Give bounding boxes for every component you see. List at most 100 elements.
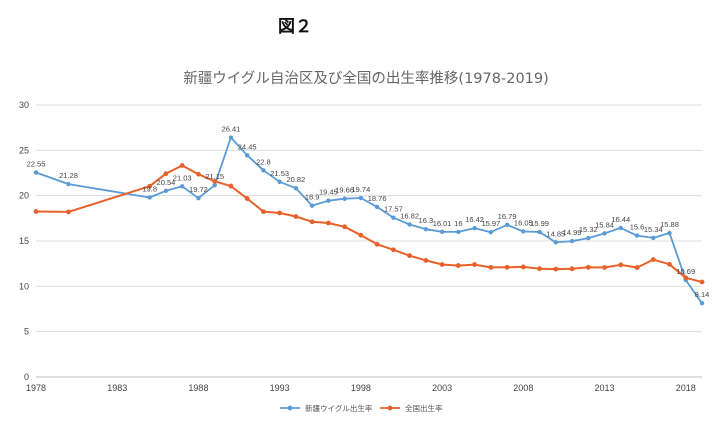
data-point-s1 — [309, 203, 315, 208]
data-point-s1 — [602, 231, 607, 236]
data-point-s1 — [407, 222, 412, 227]
data-label: 22.55 — [27, 160, 46, 169]
data-label: 15.32 — [579, 225, 598, 234]
data-label: 18.9 — [305, 193, 320, 202]
data-point-s2 — [634, 265, 640, 270]
x-tick-label: 1988 — [188, 383, 208, 393]
data-point-s1 — [456, 229, 461, 235]
y-axis-ticks: 0 5 10 15 20 25 30 — [19, 100, 29, 382]
data-point-s1 — [488, 230, 494, 235]
data-label: 21.53 — [270, 169, 289, 178]
data-point-s2 — [163, 171, 169, 177]
data-label: 10.69 — [676, 267, 695, 276]
data-label: 16.42 — [465, 215, 484, 224]
data-point-s2 — [358, 232, 364, 238]
data-label: 15.97 — [481, 219, 500, 228]
data-label: 16.05 — [514, 218, 533, 227]
data-point-s1 — [667, 230, 672, 236]
data-point-s2 — [585, 264, 591, 270]
data-point-s1 — [504, 222, 510, 227]
data-label: 14.99 — [563, 228, 582, 237]
legend: 新疆ウイグル出生率 全国出生率 — [280, 403, 443, 413]
data-point-s2 — [667, 261, 672, 267]
data-point-s1 — [293, 186, 299, 191]
data-label: 14.85 — [546, 229, 565, 238]
data-point-s2 — [602, 265, 607, 270]
y-tick-label: 25 — [19, 145, 29, 155]
data-point-s1 — [244, 153, 250, 158]
data-point-s2 — [309, 219, 315, 225]
data-point-s1 — [618, 225, 623, 231]
x-tick-label: 1998 — [351, 383, 371, 393]
data-label: 19.45 — [319, 188, 338, 197]
data-point-s2 — [553, 266, 559, 272]
x-tick-label: 2018 — [676, 383, 696, 393]
legend-label: 新疆ウイグル出生率 — [305, 403, 373, 413]
data-label: 17.57 — [384, 205, 403, 214]
data-label: 19.72 — [189, 185, 208, 194]
data-label: 20.82 — [287, 175, 306, 184]
data-point-s2 — [196, 171, 201, 177]
data-point-s2 — [618, 262, 624, 268]
data-point-s1 — [391, 215, 396, 220]
x-tick-label: 2013 — [595, 383, 615, 393]
data-label: 24.45 — [238, 142, 257, 151]
grid-lines — [36, 104, 702, 378]
data-point-s2 — [179, 163, 185, 168]
data-point-s1 — [521, 229, 526, 234]
data-point-s2 — [277, 210, 283, 216]
data-point-s2 — [147, 183, 153, 189]
data-label: 22.8 — [256, 157, 271, 166]
data-label: 18.76 — [368, 194, 387, 203]
x-tick-label: 1978 — [26, 383, 46, 393]
data-point-s1 — [326, 198, 331, 203]
data-point-s2 — [261, 209, 266, 215]
data-point-s1 — [472, 225, 477, 231]
data-point-s2 — [407, 253, 413, 259]
data-point-s1 — [212, 183, 217, 188]
data-point-s2 — [455, 263, 461, 268]
x-tick-label: 2003 — [432, 383, 452, 393]
x-tick-label: 1993 — [270, 383, 290, 393]
y-tick-label: 15 — [19, 236, 29, 246]
data-label: 15.88 — [660, 220, 679, 229]
data-point-s2 — [374, 241, 380, 247]
data-point-s2 — [33, 209, 39, 214]
data-point-s1 — [553, 240, 559, 245]
data-label: 16 — [454, 219, 462, 228]
data-point-s1 — [569, 238, 575, 244]
data-label: 21.28 — [59, 171, 78, 180]
y-tick-label: 30 — [19, 100, 29, 110]
data-point-s1 — [66, 181, 71, 187]
data-point-s1 — [196, 196, 201, 201]
x-tick-label: 2008 — [513, 383, 533, 393]
data-point-s1 — [439, 229, 445, 235]
data-point-s2 — [650, 257, 656, 262]
legend-label: 全国出生率 — [405, 403, 443, 413]
data-label: 15.99 — [530, 219, 549, 228]
data-point-s1 — [423, 227, 429, 232]
data-label: 16.44 — [611, 215, 630, 224]
data-label: 16.82 — [400, 211, 419, 220]
data-label: 19.66 — [335, 186, 354, 195]
data-label: 15.84 — [595, 220, 614, 229]
legend-swatch-marker — [387, 405, 393, 411]
data-label: 21.03 — [173, 173, 192, 182]
data-point-s1 — [228, 135, 234, 140]
data-point-s1 — [699, 300, 705, 306]
data-point-s2 — [699, 279, 705, 285]
data-label: 15.6 — [630, 223, 645, 232]
figure-label: 図２ — [278, 17, 312, 37]
data-label: 16.01 — [433, 219, 452, 228]
data-label: 16.3 — [419, 216, 434, 225]
data-point-s1 — [261, 168, 266, 173]
data-label: 21.15 — [205, 172, 224, 181]
series-lines — [33, 135, 705, 306]
y-tick-label: 10 — [19, 281, 29, 291]
data-point-s1 — [651, 235, 656, 241]
data-point-s2 — [472, 262, 477, 267]
data-point-s2 — [244, 196, 250, 201]
data-point-s2 — [423, 258, 429, 263]
y-tick-label: 0 — [24, 372, 29, 382]
